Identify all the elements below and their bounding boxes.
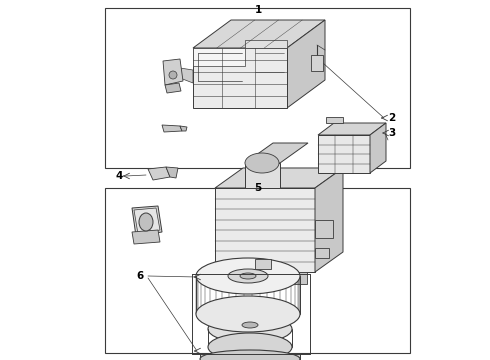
Text: 2: 2	[388, 113, 395, 123]
Ellipse shape	[208, 315, 292, 343]
Text: 3: 3	[388, 128, 395, 138]
Text: 4: 4	[116, 171, 123, 181]
Polygon shape	[165, 83, 181, 93]
Ellipse shape	[240, 273, 256, 279]
Text: 1: 1	[254, 5, 262, 15]
Polygon shape	[326, 117, 343, 123]
Ellipse shape	[139, 213, 153, 231]
Polygon shape	[132, 206, 162, 236]
Ellipse shape	[169, 71, 177, 79]
Bar	[105, 8, 410, 168]
Polygon shape	[315, 168, 343, 272]
Polygon shape	[318, 135, 370, 173]
Polygon shape	[134, 208, 160, 234]
Polygon shape	[318, 123, 386, 135]
Polygon shape	[223, 272, 243, 284]
Polygon shape	[180, 126, 187, 131]
Polygon shape	[193, 48, 245, 66]
Polygon shape	[162, 125, 182, 132]
Polygon shape	[166, 167, 178, 178]
Polygon shape	[215, 168, 343, 188]
Polygon shape	[287, 272, 307, 284]
Polygon shape	[193, 48, 287, 108]
Text: 6: 6	[136, 271, 144, 281]
Ellipse shape	[196, 258, 300, 294]
Polygon shape	[287, 20, 325, 108]
Ellipse shape	[228, 269, 268, 283]
Ellipse shape	[200, 350, 300, 360]
Text: 5: 5	[254, 183, 262, 193]
Polygon shape	[215, 188, 315, 272]
Bar	[105, 188, 410, 353]
Ellipse shape	[196, 296, 300, 332]
Polygon shape	[148, 167, 170, 180]
Polygon shape	[245, 143, 308, 163]
Ellipse shape	[208, 333, 292, 360]
Polygon shape	[200, 353, 300, 360]
Polygon shape	[255, 259, 271, 269]
Polygon shape	[311, 55, 323, 71]
Polygon shape	[180, 68, 193, 83]
Polygon shape	[132, 230, 160, 244]
Polygon shape	[315, 248, 329, 258]
Polygon shape	[370, 123, 386, 173]
Polygon shape	[315, 220, 333, 238]
Polygon shape	[193, 20, 325, 48]
Ellipse shape	[242, 322, 258, 328]
Polygon shape	[245, 40, 287, 48]
Ellipse shape	[245, 153, 279, 173]
Polygon shape	[245, 163, 280, 188]
Polygon shape	[163, 59, 183, 85]
